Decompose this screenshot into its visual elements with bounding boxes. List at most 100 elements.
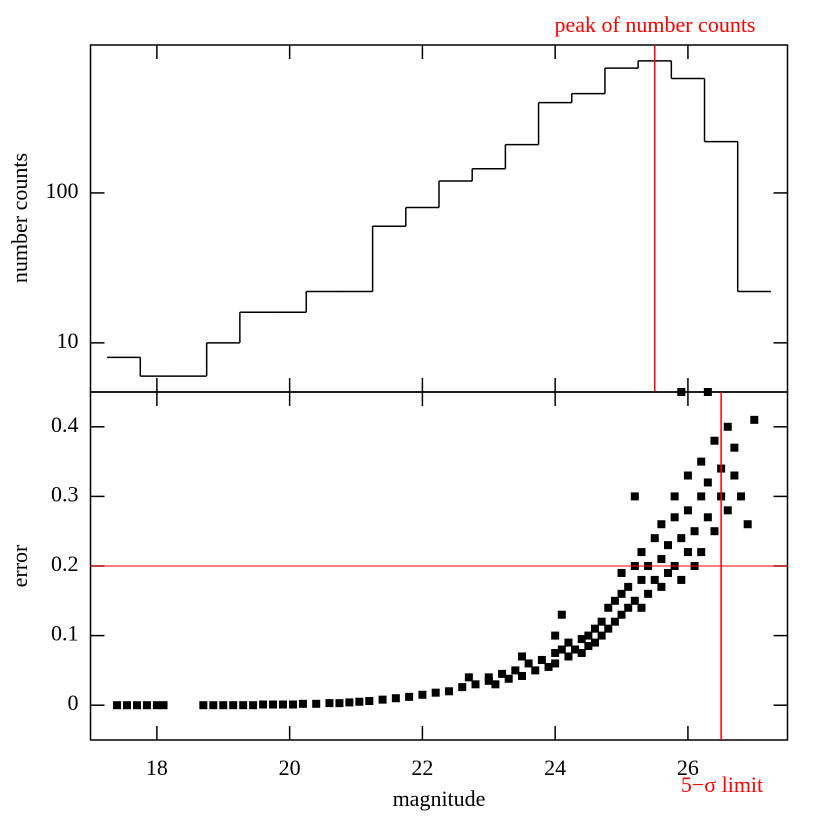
point [590, 638, 599, 647]
point [703, 478, 712, 487]
point [249, 701, 258, 710]
point [491, 680, 500, 689]
y-tick-label: 0.3 [51, 481, 79, 506]
y-tick-label: 0.4 [51, 412, 79, 437]
point [418, 690, 427, 699]
point [683, 548, 692, 557]
point [259, 700, 268, 709]
point [391, 694, 400, 703]
point [517, 652, 526, 661]
point [557, 610, 566, 619]
point [464, 673, 473, 682]
x-tick-label: 20 [279, 755, 301, 780]
point [431, 688, 440, 697]
point [617, 589, 626, 598]
x-tick-label: 26 [677, 755, 699, 780]
point [335, 699, 344, 708]
x-tick-label: 22 [411, 755, 433, 780]
y-axis-label: number counts [7, 153, 32, 283]
point [737, 492, 746, 501]
plot-frame [89, 44, 789, 393]
point [610, 596, 619, 605]
point [670, 513, 679, 522]
point [743, 520, 752, 529]
point [537, 655, 546, 664]
point [152, 701, 161, 710]
point [577, 635, 586, 644]
point [624, 582, 633, 591]
point [584, 631, 593, 640]
point [123, 701, 132, 710]
point [703, 513, 712, 522]
point [664, 568, 673, 577]
point [710, 436, 719, 445]
point [710, 527, 719, 536]
point [644, 589, 653, 598]
point [199, 701, 208, 710]
point [670, 492, 679, 501]
point [142, 701, 151, 710]
point [571, 645, 580, 654]
y-tick-label: 0.1 [51, 621, 79, 646]
point [498, 669, 507, 678]
point [683, 471, 692, 480]
point [564, 652, 573, 661]
point [657, 520, 666, 529]
point [657, 555, 666, 564]
point [703, 388, 712, 396]
point [345, 698, 354, 707]
point [683, 506, 692, 515]
point [723, 506, 732, 515]
point [604, 603, 613, 612]
point [219, 701, 228, 710]
point [677, 575, 686, 584]
point [132, 701, 141, 710]
point [511, 666, 520, 675]
point [730, 471, 739, 480]
point [269, 700, 278, 709]
point [288, 700, 297, 709]
point [630, 492, 639, 501]
point [610, 617, 619, 626]
point [664, 541, 673, 550]
y-tick-label: 10 [57, 328, 79, 353]
point [697, 492, 706, 501]
point [159, 701, 168, 710]
x-tick-label: 18 [146, 755, 168, 780]
point [637, 548, 646, 557]
point [690, 527, 699, 536]
point [325, 699, 334, 708]
point [298, 699, 307, 708]
point [444, 687, 453, 696]
point [630, 596, 639, 605]
point [637, 603, 646, 612]
point [524, 659, 533, 668]
point [551, 631, 560, 640]
point [378, 695, 387, 704]
point [590, 624, 599, 633]
point [544, 662, 553, 671]
point [239, 701, 248, 710]
point [624, 603, 633, 612]
x-axis-label: magnitude [393, 786, 486, 811]
point [637, 575, 646, 584]
point [697, 548, 706, 557]
point [209, 701, 218, 710]
point [577, 649, 586, 657]
point [723, 422, 732, 431]
point [657, 582, 666, 591]
point [504, 674, 513, 683]
point [677, 534, 686, 543]
point [597, 617, 606, 626]
point [355, 697, 364, 706]
point [617, 568, 626, 577]
point [458, 683, 467, 692]
point [551, 649, 560, 657]
point [584, 642, 593, 651]
point [551, 659, 560, 668]
point [113, 701, 122, 710]
point [312, 699, 321, 708]
y-tick-label: 0 [68, 690, 79, 715]
